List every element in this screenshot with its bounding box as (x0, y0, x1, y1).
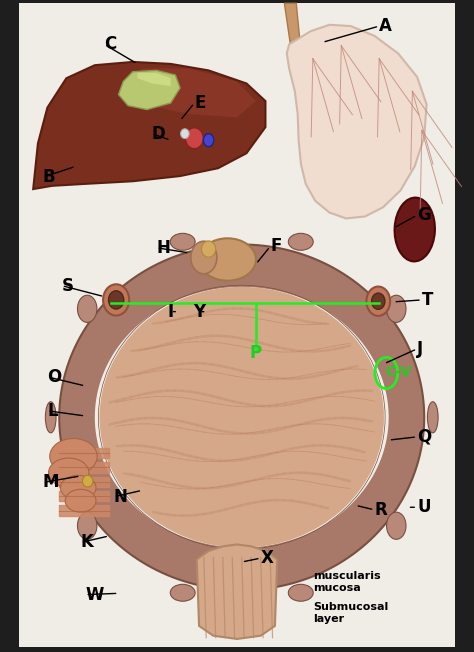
Text: K: K (81, 533, 93, 552)
Text: Q: Q (417, 428, 431, 446)
Text: P: P (250, 344, 262, 363)
Ellipse shape (288, 584, 313, 601)
Text: J: J (417, 340, 423, 358)
Ellipse shape (77, 512, 97, 539)
Polygon shape (95, 287, 389, 548)
Text: I: I (168, 303, 173, 321)
Ellipse shape (372, 293, 385, 309)
Ellipse shape (65, 489, 96, 512)
Text: C: C (104, 35, 117, 53)
Text: X: X (261, 549, 273, 567)
Ellipse shape (170, 233, 195, 250)
Text: F: F (270, 237, 282, 256)
Text: A: A (379, 17, 392, 35)
Ellipse shape (428, 402, 438, 433)
Ellipse shape (170, 584, 195, 601)
Ellipse shape (387, 295, 406, 322)
Polygon shape (197, 544, 277, 639)
Text: E: E (194, 94, 206, 112)
Ellipse shape (100, 287, 384, 548)
Ellipse shape (387, 512, 406, 539)
Ellipse shape (48, 458, 89, 488)
Text: R: R (374, 501, 387, 519)
Ellipse shape (46, 402, 56, 433)
Text: D: D (152, 125, 165, 143)
Text: C-V: C-V (385, 364, 411, 379)
Ellipse shape (181, 128, 189, 138)
Ellipse shape (61, 475, 96, 500)
Text: Y: Y (193, 303, 205, 321)
Text: L: L (47, 402, 58, 420)
Ellipse shape (288, 233, 313, 250)
Polygon shape (118, 68, 256, 117)
Ellipse shape (103, 284, 129, 316)
Text: B: B (43, 168, 55, 186)
Ellipse shape (50, 438, 97, 475)
Text: T: T (422, 291, 433, 309)
Ellipse shape (109, 291, 124, 309)
Text: W: W (85, 585, 104, 604)
Ellipse shape (77, 295, 97, 322)
Polygon shape (118, 70, 180, 110)
Text: G: G (417, 206, 431, 224)
Polygon shape (33, 62, 265, 189)
Ellipse shape (191, 241, 217, 274)
Text: S: S (62, 276, 73, 295)
Ellipse shape (199, 239, 256, 280)
Ellipse shape (82, 475, 93, 487)
Text: N: N (114, 488, 128, 506)
Text: Submucosal
layer: Submucosal layer (313, 602, 388, 624)
Ellipse shape (201, 241, 216, 257)
Polygon shape (137, 73, 171, 86)
Ellipse shape (203, 134, 214, 147)
Text: U: U (417, 498, 430, 516)
Text: O: O (47, 368, 62, 386)
Text: muscularis
mucosa: muscularis mucosa (313, 571, 381, 593)
Polygon shape (284, 3, 301, 52)
Text: M: M (43, 473, 59, 492)
Ellipse shape (185, 128, 203, 149)
Text: H: H (156, 239, 170, 257)
Ellipse shape (366, 287, 390, 316)
Polygon shape (287, 25, 427, 218)
Ellipse shape (394, 198, 435, 261)
Polygon shape (59, 244, 424, 590)
